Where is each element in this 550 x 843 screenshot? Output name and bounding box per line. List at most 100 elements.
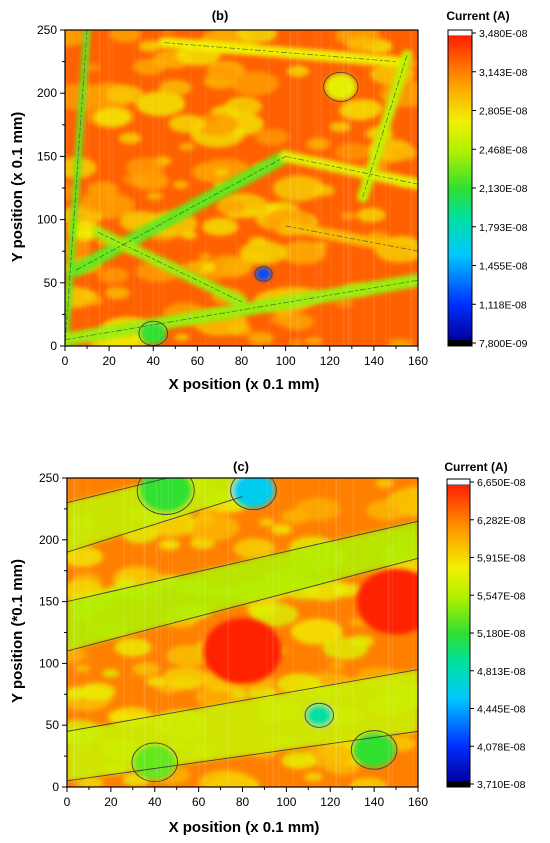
- colorbar-tick-label: 2,468E-08: [479, 144, 528, 156]
- heatmap-spot: [133, 744, 176, 780]
- y-tick-label: 100: [37, 213, 57, 227]
- panel-c-colorbar: 6,650E-08 6,282E-08 5,915E-08 5,547E-08 5,18…: [446, 477, 526, 791]
- heatmap-band: [67, 521, 418, 652]
- heatmap-patch: [239, 240, 287, 265]
- scan-stripe: [409, 30, 412, 346]
- y-tick-label: 150: [37, 149, 57, 163]
- heatmap-spot: [140, 322, 167, 345]
- colorbar-tick-label: 1,118E-08: [479, 299, 527, 311]
- colorbar-tick-label: 3,710E-08: [477, 779, 526, 791]
- heatmap-spot: [306, 704, 333, 727]
- x-tick-label: 120: [320, 795, 340, 809]
- scan-stripe: [235, 30, 237, 346]
- panel-b: (b) 0 20 40 60 80 100 120 140 160 0 50 100 150 200 250…: [9, 8, 528, 393]
- heatmap-patch: [78, 191, 124, 214]
- scan-stripe: [325, 478, 328, 787]
- scan-stripe: [131, 478, 133, 787]
- scan-stripe: [227, 478, 229, 787]
- contour-line: [136, 478, 195, 515]
- heatmap-patch: [334, 142, 371, 161]
- scan-stripe: [133, 30, 135, 346]
- scan-stripe: [160, 478, 162, 787]
- heatmap-patch: [107, 710, 130, 722]
- scan-stripe: [98, 30, 101, 346]
- heatmap-spot: [324, 73, 357, 101]
- heatmap-patch: [289, 340, 303, 346]
- heatmap-spot: [203, 618, 282, 684]
- heatmap-patch: [294, 497, 341, 521]
- contour-line: [67, 669, 418, 732]
- heatmap-patch: [304, 336, 323, 346]
- heatmap-patch: [329, 661, 345, 670]
- heatmap-patch: [132, 662, 160, 676]
- scan-stripe: [350, 30, 352, 346]
- colorbar-min-cap: [448, 340, 472, 346]
- scan-stripe: [163, 30, 165, 346]
- scan-stripe: [347, 30, 349, 346]
- contour-line: [67, 557, 418, 652]
- y-tick-label: 0: [52, 780, 59, 794]
- scan-stripe: [348, 30, 350, 346]
- heatmap-patch: [198, 769, 253, 787]
- heatmap-patch: [398, 485, 418, 504]
- scan-stripe: [296, 30, 298, 346]
- scan-stripe: [144, 478, 146, 787]
- panel-c: (c) 0 20 40 60 80 100 120 140 160 0 50 100 150 200 250…: [9, 459, 526, 836]
- scan-stripe: [143, 478, 145, 787]
- scan-stripe: [335, 478, 337, 787]
- heatmap-patch: [334, 297, 354, 308]
- heatmap-patch: [67, 546, 104, 567]
- scan-stripe: [204, 30, 207, 346]
- heatmap-patch: [202, 217, 239, 236]
- scan-stripe: [158, 30, 160, 346]
- panel-b-y-axis-title: Y position (x 0.1 mm): [9, 112, 26, 263]
- scan-stripe: [272, 478, 274, 787]
- heatmap-patch: [348, 617, 368, 628]
- heatmap-patch: [93, 107, 132, 127]
- scan-stripe: [266, 478, 268, 787]
- scan-stripe: [123, 478, 125, 787]
- scan-stripe: [89, 478, 91, 787]
- heatmap-patch: [350, 777, 387, 787]
- contour-line: [131, 742, 179, 783]
- y-tick-label: 50: [44, 276, 58, 290]
- heatmap-patch: [366, 499, 409, 521]
- heatmap-patch: [259, 518, 275, 527]
- contour-line: [323, 71, 359, 102]
- colorbar-tick-label: 3,143E-08: [479, 67, 528, 79]
- contour-line: [67, 478, 170, 504]
- heatmap-patch: [232, 690, 250, 699]
- scan-stripe: [88, 30, 90, 346]
- heatmap-patch: [125, 157, 165, 177]
- scan-stripe: [85, 30, 87, 346]
- scan-stripe: [122, 478, 124, 787]
- heatmap-patch: [216, 199, 245, 214]
- heatmap-patch: [233, 538, 275, 559]
- x-tick-label: 60: [191, 354, 205, 368]
- scan-stripe: [299, 30, 301, 346]
- panel-b-colorbar: 3,480E-08 3,143E-08 2,805E-08 2,468E-08 2,13…: [447, 28, 528, 350]
- heatmap-patch: [158, 539, 181, 550]
- panel-c-axes: 0 20 40 60 80 100 120 140 160 0 50 100 150 200 250: [39, 471, 428, 809]
- heatmap-spot: [353, 732, 396, 768]
- colorbar-tick-label: 5,547E-08: [477, 590, 526, 602]
- scan-stripe: [352, 478, 354, 787]
- panel-b-colorbar-title: Current (A): [446, 9, 509, 23]
- colorbar-tick-label: 7,800E-09: [479, 338, 528, 350]
- heatmap-patch: [356, 207, 386, 223]
- scan-stripe: [289, 30, 292, 346]
- scan-stripe: [314, 30, 316, 346]
- scan-stripe: [73, 478, 76, 787]
- y-tick-label: 250: [37, 23, 57, 37]
- panel-b-axes: 0 20 40 60 80 100 120 140 160 0 50 100 150 200 250: [37, 23, 428, 368]
- heatmap-patch: [250, 602, 299, 627]
- scan-stripe: [109, 30, 111, 346]
- y-tick-label: 200: [39, 533, 59, 547]
- heatmap-patch: [286, 65, 310, 77]
- colorbar-tick-label: 2,805E-08: [479, 106, 528, 118]
- colorbar-gradient: [448, 36, 472, 340]
- scan-stripe: [318, 478, 320, 787]
- heatmap-spot: [255, 267, 272, 281]
- scan-stripe: [389, 30, 391, 346]
